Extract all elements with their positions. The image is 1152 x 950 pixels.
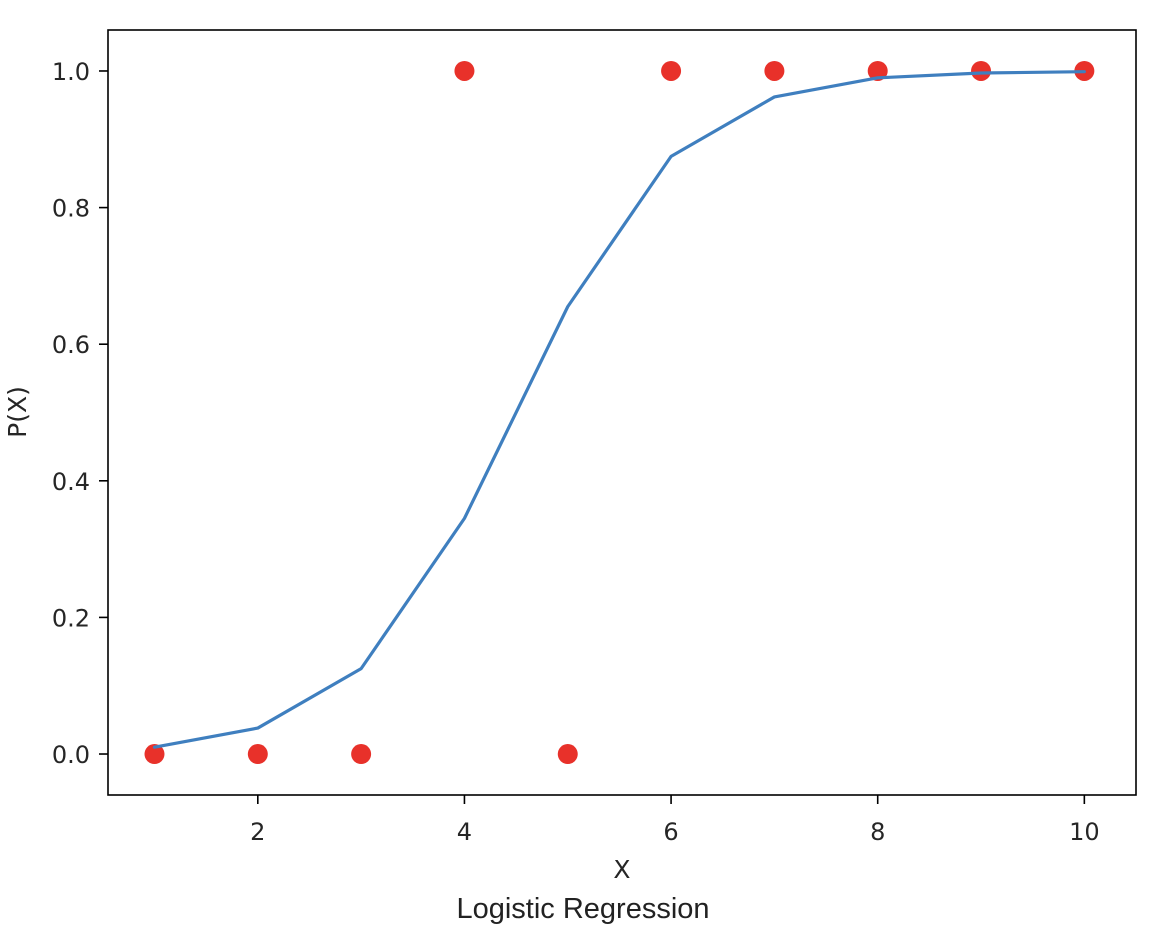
y-tick-label: 0.0 bbox=[52, 741, 90, 769]
plot-area bbox=[107, 29, 1137, 796]
scatter-point bbox=[764, 60, 785, 81]
scatter-point bbox=[971, 60, 992, 81]
scatter-point bbox=[454, 60, 475, 81]
x-tick-label: 2 bbox=[250, 818, 265, 846]
scatter-point bbox=[661, 60, 682, 81]
x-axis-ticks: 2 4 6 8 10 bbox=[250, 795, 1100, 846]
x-tick-label: 10 bbox=[1069, 818, 1100, 846]
x-axis-label: X bbox=[613, 855, 630, 884]
scatter-point bbox=[247, 744, 268, 765]
series-layer bbox=[144, 60, 1095, 765]
scatter-point bbox=[144, 744, 165, 765]
y-tick-label: 0.4 bbox=[52, 468, 90, 496]
scatter-point bbox=[557, 744, 578, 765]
scatter-point bbox=[351, 744, 372, 765]
x-tick-label: 4 bbox=[457, 818, 472, 846]
x-tick-label: 8 bbox=[870, 818, 885, 846]
y-tick-label: 0.6 bbox=[52, 331, 90, 359]
chart-caption: Logistic Regression bbox=[456, 893, 710, 925]
y-tick-label: 1.0 bbox=[52, 58, 90, 86]
y-axis-ticks: 0.0 0.2 0.4 0.6 0.8 1.0 bbox=[52, 58, 108, 769]
y-axis-label: P(X) bbox=[3, 386, 32, 438]
y-tick-label: 0.8 bbox=[52, 195, 90, 223]
logistic-fit-line bbox=[152, 70, 1086, 749]
x-tick-label: 6 bbox=[663, 818, 678, 846]
y-tick-label: 0.2 bbox=[52, 604, 90, 632]
